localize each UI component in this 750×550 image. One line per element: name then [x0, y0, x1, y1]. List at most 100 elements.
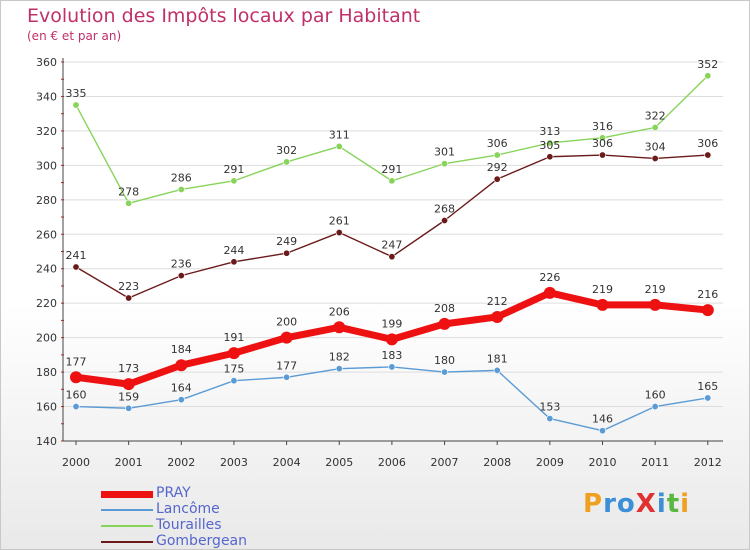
data-point [701, 304, 714, 317]
legend-label: Tourailles [156, 517, 222, 533]
logo-letter: P [583, 489, 604, 519]
x-tick-label: 2006 [378, 456, 406, 469]
data-point [438, 317, 451, 330]
data-point [335, 229, 343, 237]
data-point [598, 134, 606, 142]
data-point [704, 72, 712, 80]
data-label: 164 [171, 382, 192, 395]
data-label: 322 [645, 109, 666, 122]
data-point [385, 333, 398, 346]
proxiti-logo: ProXiti [583, 489, 690, 519]
data-point [283, 158, 291, 166]
legend-label: Lancôme [156, 501, 220, 517]
legend-item: Tourailles [101, 517, 361, 534]
data-point [125, 294, 133, 302]
x-tick-label: 2003 [220, 456, 248, 469]
data-label: 177 [276, 359, 297, 372]
data-point [543, 286, 556, 299]
data-label: 183 [381, 349, 402, 362]
data-label: 286 [171, 171, 192, 184]
data-label: 291 [381, 163, 402, 176]
data-point [283, 249, 291, 257]
data-point [177, 272, 185, 280]
data-label: 352 [697, 58, 718, 71]
data-point [546, 415, 554, 423]
data-label: 305 [539, 139, 560, 152]
y-tick-label: 260 [36, 228, 57, 241]
legend-swatch [101, 490, 153, 498]
data-point [704, 151, 712, 159]
data-point [651, 403, 659, 411]
data-point [175, 359, 188, 372]
data-label: 177 [66, 355, 87, 368]
x-tick-label: 2008 [483, 456, 511, 469]
data-point [125, 404, 133, 412]
data-label: 306 [592, 137, 613, 150]
legend-swatch [101, 541, 153, 543]
data-point [280, 331, 293, 344]
y-tick-label: 160 [36, 401, 57, 414]
data-point [441, 216, 449, 224]
data-label: 180 [434, 354, 455, 367]
legend-item: Gombergean [101, 533, 361, 549]
data-label: 216 [697, 288, 718, 301]
y-tick-label: 180 [36, 366, 57, 379]
y-tick-label: 300 [36, 159, 57, 172]
data-point [651, 123, 659, 131]
data-point [441, 160, 449, 168]
data-label: 278 [118, 185, 139, 198]
logo-letter: t [666, 489, 681, 519]
data-label: 236 [171, 258, 192, 271]
data-point [72, 101, 80, 109]
data-point [72, 403, 80, 411]
data-label: 223 [118, 280, 139, 293]
data-point [651, 154, 659, 162]
data-point [333, 321, 346, 334]
data-point [546, 139, 554, 147]
data-label: 200 [276, 316, 297, 329]
data-point [72, 263, 80, 271]
data-point [230, 258, 238, 266]
x-tick-label: 2005 [325, 456, 353, 469]
data-label: 292 [487, 161, 508, 174]
data-point [493, 366, 501, 374]
data-label: 226 [539, 271, 560, 284]
x-tick-label: 2012 [694, 456, 722, 469]
data-label: 301 [434, 146, 455, 159]
data-label: 261 [329, 215, 350, 228]
data-point [596, 298, 609, 311]
data-label: 311 [329, 128, 350, 141]
data-label: 208 [434, 302, 455, 315]
data-point [491, 310, 504, 323]
data-label: 247 [381, 239, 402, 252]
y-tick-label: 140 [36, 435, 57, 448]
chart-title: Evolution des Impôts locaux par Habitant [27, 5, 421, 27]
y-tick-label: 360 [36, 56, 57, 69]
data-label: 304 [645, 140, 666, 153]
data-point [441, 368, 449, 376]
chart-subtitle: (en € et par an) [27, 29, 122, 43]
legend-swatch [101, 509, 153, 511]
y-tick-label: 280 [36, 194, 57, 207]
data-label: 146 [592, 413, 613, 426]
data-point [546, 153, 554, 161]
x-tick-label: 2009 [536, 456, 564, 469]
data-label: 191 [223, 331, 244, 344]
data-point [283, 373, 291, 381]
legend-swatch [101, 525, 153, 527]
series-line-Lancôme [75, 366, 709, 432]
data-label: 173 [118, 362, 139, 375]
data-label: 219 [592, 283, 613, 296]
data-point [230, 177, 238, 185]
data-point [388, 363, 396, 371]
data-label: 153 [539, 401, 560, 414]
data-point [177, 185, 185, 193]
data-point [227, 347, 240, 360]
y-tick-label: 200 [36, 332, 57, 345]
x-tick-label: 2011 [641, 456, 669, 469]
data-label: 160 [645, 389, 666, 402]
data-point [598, 151, 606, 159]
data-label: 306 [487, 137, 508, 150]
data-point [177, 396, 185, 404]
